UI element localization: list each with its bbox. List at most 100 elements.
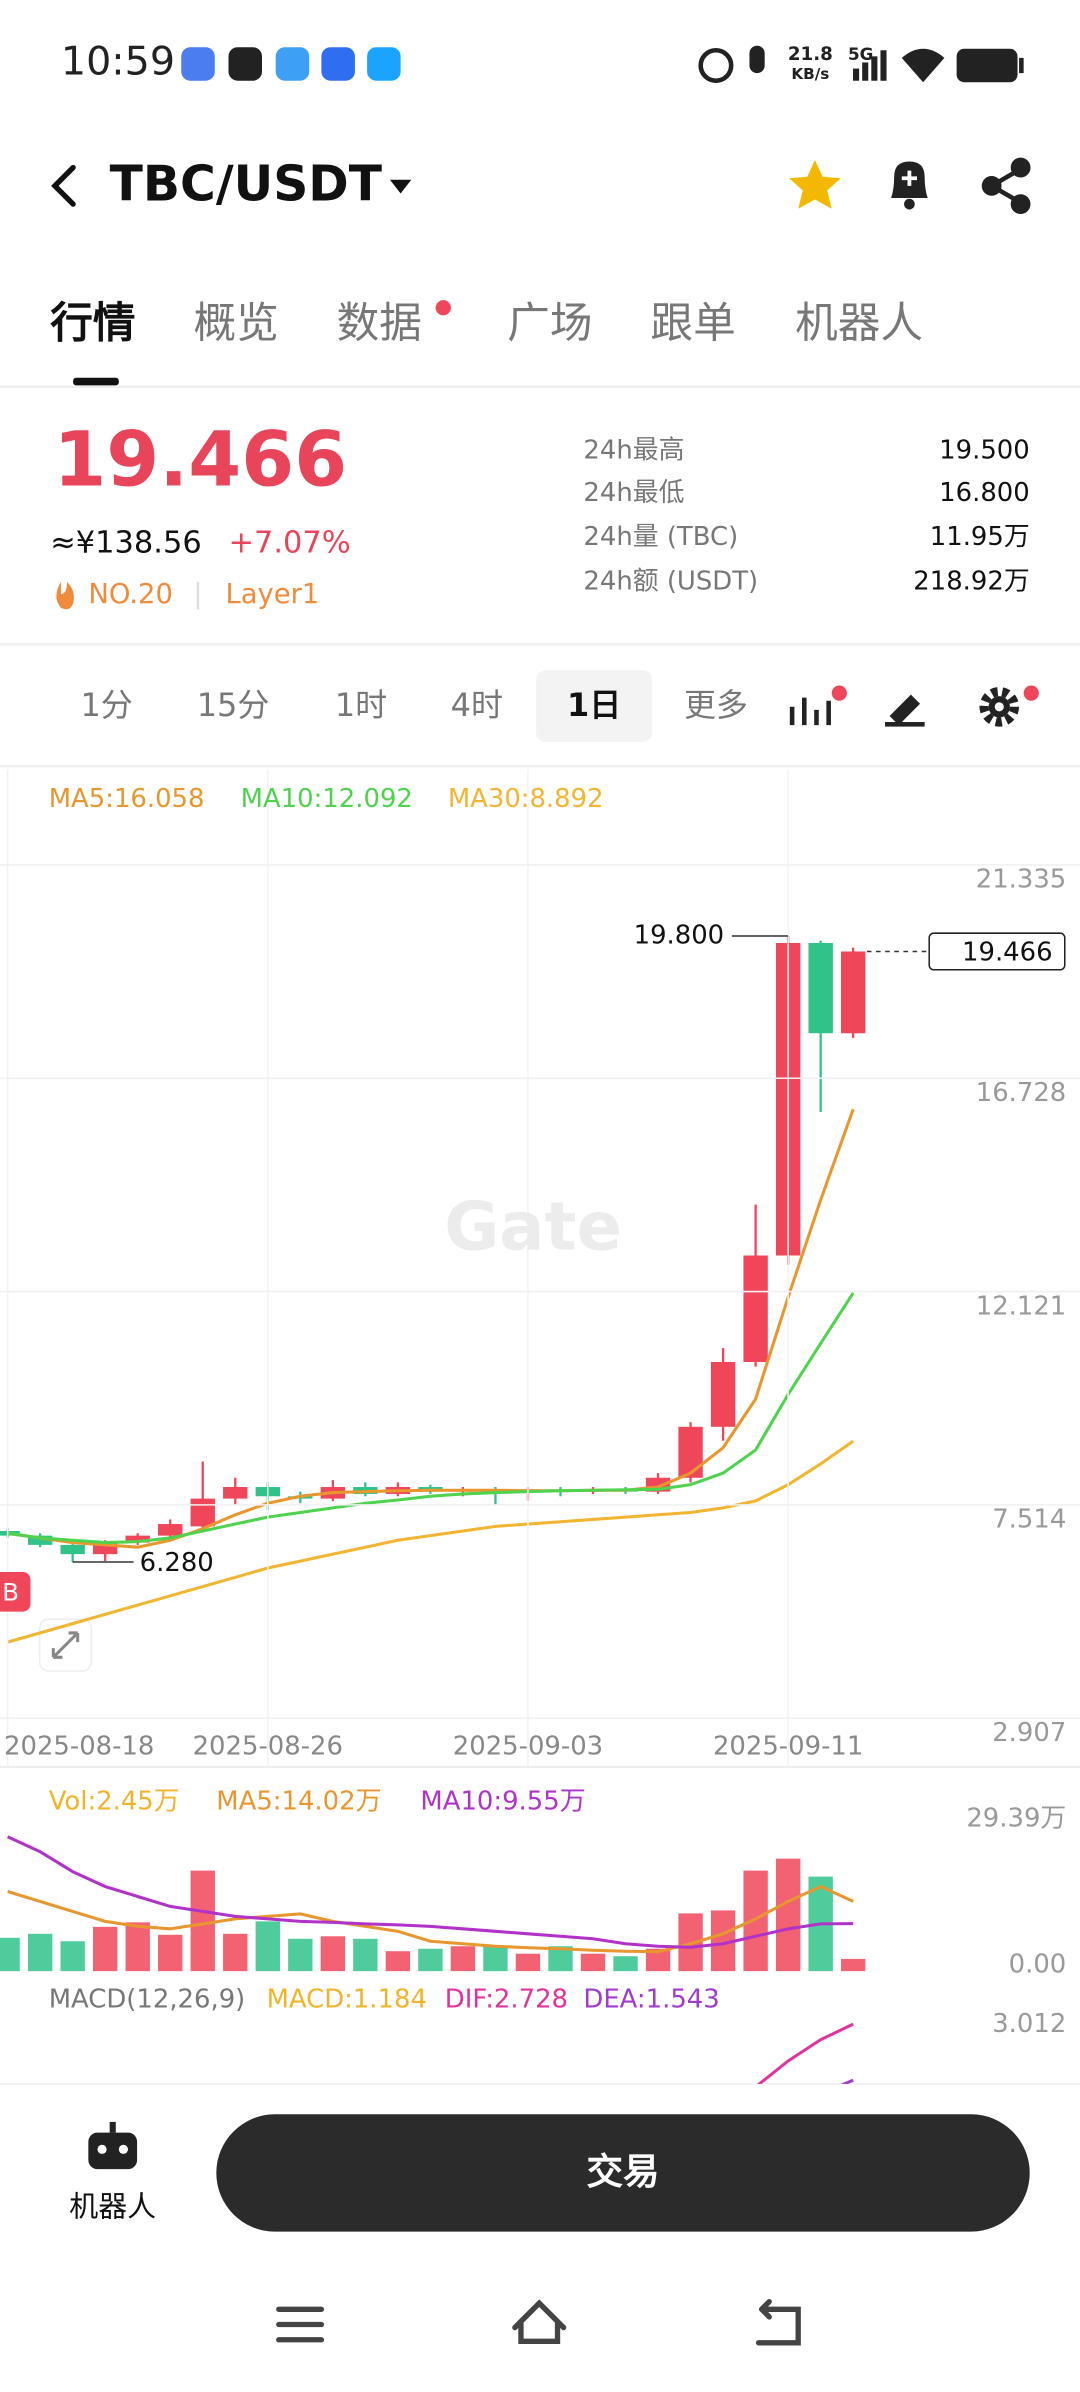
y-tick-label: 21.335 xyxy=(976,865,1067,895)
app-icons xyxy=(181,47,401,81)
robot-icon[interactable] xyxy=(88,2121,138,2170)
stat-value: 11.95万 xyxy=(930,522,1030,552)
interval-option[interactable]: 1分 xyxy=(80,686,132,724)
trade-label[interactable]: 交易 xyxy=(586,2150,659,2193)
interval-active-bg xyxy=(536,670,652,742)
candle-body xyxy=(92,1542,118,1555)
pair-title[interactable]: TBC/USDT xyxy=(110,156,382,212)
volume-bar xyxy=(775,1858,801,1972)
legend-entry: DEA:1.543 xyxy=(583,1985,719,2015)
nav-home[interactable] xyxy=(512,2299,567,2344)
candle-body xyxy=(158,1524,183,1536)
candle-body xyxy=(710,1361,736,1427)
net-speed: 21.8 xyxy=(788,44,833,65)
expand-button[interactable] xyxy=(38,1618,93,1672)
buy-marker: B xyxy=(2,1577,19,1606)
stat-label: 24h最低 xyxy=(583,478,684,508)
trade-button[interactable] xyxy=(216,2114,1030,2232)
tab-underline xyxy=(73,377,119,386)
tab[interactable]: 行情 xyxy=(50,298,135,348)
stat-label: 24h额 (USDT) xyxy=(583,566,758,596)
volume-bar xyxy=(158,1934,183,1972)
net-unit: KB/s xyxy=(791,65,829,83)
status-time: 10:59 xyxy=(61,38,175,84)
tab[interactable]: 广场 xyxy=(507,298,592,348)
watermark: Gate xyxy=(444,1187,622,1265)
back-button[interactable] xyxy=(51,164,76,207)
settings-badge xyxy=(1023,685,1039,701)
volume-bar xyxy=(483,1946,508,1972)
legend-entry: MACD:1.184 xyxy=(267,1985,427,2015)
candle-body xyxy=(60,1544,85,1555)
ma-line xyxy=(7,1439,855,1644)
tab[interactable]: 机器人 xyxy=(795,298,923,348)
volume-bar xyxy=(92,1926,118,1972)
pair-dropdown[interactable] xyxy=(389,179,412,194)
favorite-star[interactable] xyxy=(789,159,841,209)
share-button[interactable] xyxy=(981,157,1031,215)
tab[interactable]: 概览 xyxy=(193,298,278,348)
volume-bar xyxy=(27,1933,53,1972)
y-tick-label: 29.39万 xyxy=(966,1803,1066,1833)
sector-tag[interactable]: Layer1 xyxy=(225,579,319,610)
interval-option[interactable]: 4时 xyxy=(451,686,503,724)
price-change: +7.07% xyxy=(228,525,350,560)
alert-bell[interactable] xyxy=(891,161,928,210)
x-tick-label: 2025-08-18 xyxy=(4,1732,154,1762)
x-tick-label: 2025-09-11 xyxy=(713,1732,863,1762)
rank-label[interactable]: NO.20 xyxy=(88,579,173,610)
y-tick-label: 2.907 xyxy=(992,1718,1066,1748)
volume-bar xyxy=(645,1948,671,1972)
volume-bar xyxy=(125,1922,150,1972)
candle-body xyxy=(678,1426,703,1478)
volume-bar xyxy=(320,1936,346,1972)
nav-back[interactable] xyxy=(755,2299,801,2346)
low-label: 6.280 xyxy=(140,1548,214,1578)
volume-bar xyxy=(450,1946,476,1972)
ma-line xyxy=(7,1108,855,1549)
network-type: 5G xyxy=(848,44,873,64)
stat-value: 19.500 xyxy=(939,435,1030,465)
legend-entry: MA5:16.058 xyxy=(49,784,205,814)
last-price-label: 19.466 xyxy=(962,937,1053,967)
nav-bar xyxy=(276,2299,801,2346)
legend-entry: MA30:8.892 xyxy=(448,784,604,814)
cny-price: ≈¥138.56 xyxy=(50,525,201,560)
x-tick-label: 2025-09-03 xyxy=(453,1732,603,1762)
volume-legend: Vol:2.45万 xyxy=(49,1787,180,1817)
tab[interactable]: 数据 xyxy=(337,298,422,348)
legend-entry: MA10:9.55万 xyxy=(420,1787,585,1817)
candle-body xyxy=(743,1255,768,1362)
macd-title: MACD(12,26,9) xyxy=(49,1985,246,2015)
last-price-box xyxy=(928,932,1066,971)
volume-bar xyxy=(743,1870,768,1972)
interval-option[interactable]: 1时 xyxy=(335,686,387,724)
interval-option[interactable]: 15分 xyxy=(197,686,270,724)
volume-bar xyxy=(385,1951,411,1972)
y-tick-label: 3.012 xyxy=(992,2009,1066,2039)
draw-button[interactable] xyxy=(885,694,925,727)
legend-entry: MA10:12.092 xyxy=(241,784,413,814)
candle-body xyxy=(808,942,833,1034)
robot-label[interactable]: 机器人 xyxy=(69,2190,156,2224)
candle-body xyxy=(190,1498,215,1527)
stat-label: 24h最高 xyxy=(583,435,684,465)
nav-menu[interactable] xyxy=(276,2306,325,2343)
volume-bar xyxy=(580,1953,606,1972)
buy-marker-bg xyxy=(0,1572,31,1612)
settings-button[interactable] xyxy=(979,686,1020,727)
hot-icon xyxy=(56,581,74,610)
macd-plot xyxy=(757,2022,854,2084)
last-price: 19.466 xyxy=(53,415,347,504)
tab-badge xyxy=(435,300,451,316)
interval-option[interactable]: 更多 xyxy=(684,686,748,724)
tab[interactable]: 跟单 xyxy=(650,298,735,348)
legend-entry: MA5:14.02万 xyxy=(216,1787,381,1817)
volume-bar xyxy=(353,1938,378,1972)
candle-body xyxy=(125,1535,150,1543)
interval-option[interactable]: 1日 xyxy=(567,686,621,724)
indicator-button[interactable] xyxy=(789,697,831,726)
candle-body xyxy=(223,1487,248,1499)
